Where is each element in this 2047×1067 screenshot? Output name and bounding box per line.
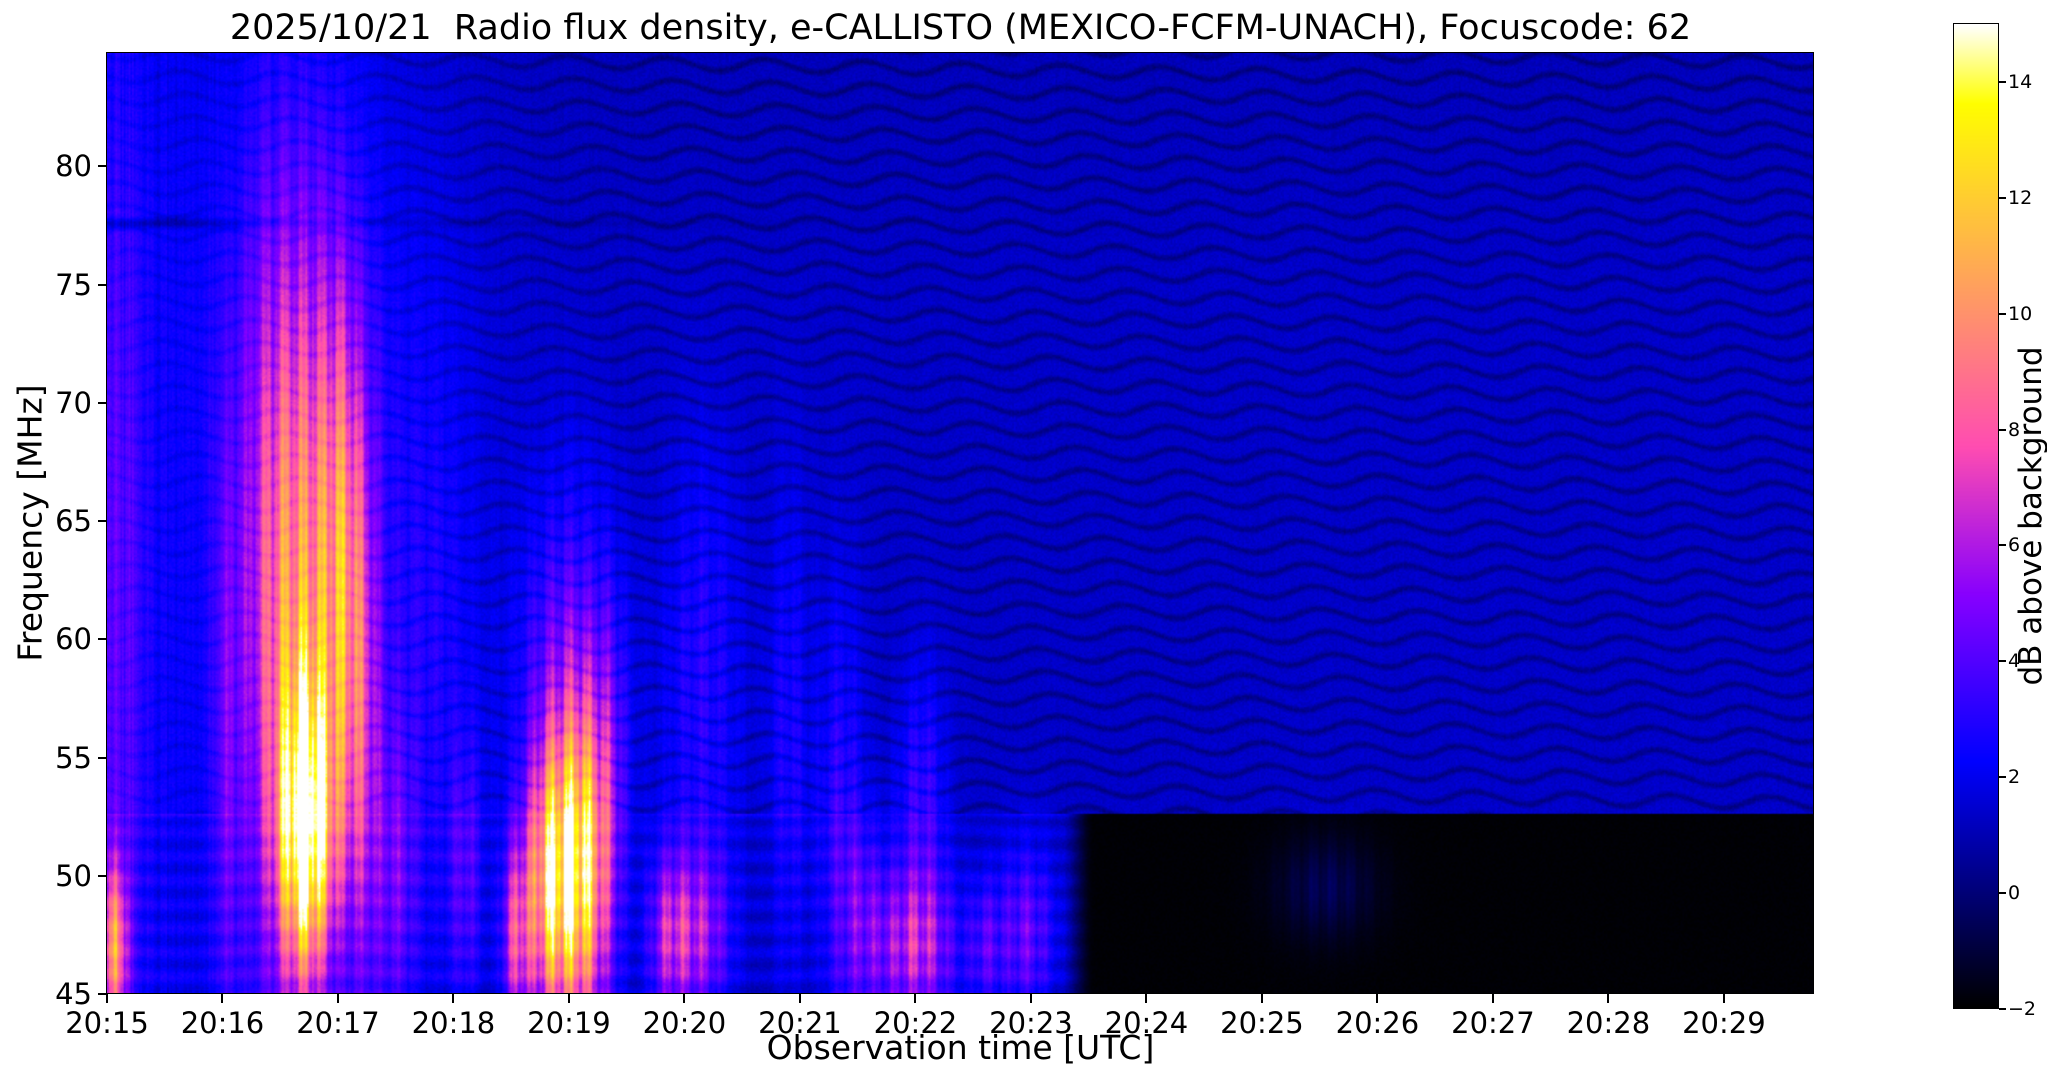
colorbar-tick-mark (1999, 196, 2006, 199)
colorbar-tick-mark (1999, 428, 2006, 431)
x-tick-label: 20:17 (296, 1006, 380, 1040)
x-tick-label: 20:24 (1104, 1006, 1189, 1040)
colorbar-gradient (1954, 24, 1999, 1009)
y-tick-mark (98, 401, 107, 404)
colorbar-tick-label: −2 (2008, 998, 2037, 1020)
colorbar-tick-mark (1999, 312, 2006, 315)
y-tick-label: 55 (55, 740, 92, 775)
colorbar-tick-label: 2 (2008, 766, 2021, 789)
x-tick-mark (683, 994, 686, 1003)
y-tick-mark (98, 874, 107, 877)
x-tick-label: 20:16 (180, 1006, 265, 1040)
x-tick-mark (1607, 994, 1610, 1003)
colorbar-tick-mark (1999, 660, 2006, 663)
x-axis-label: Observation time [UTC] (766, 1028, 1155, 1067)
x-tick-label: 20:29 (1682, 1006, 1766, 1040)
colorbar-tick-label: 4 (2008, 650, 2021, 673)
x-tick-label: 20:28 (1566, 1006, 1651, 1040)
x-tick-mark (1722, 994, 1725, 1003)
x-tick-label: 20:25 (1220, 1006, 1304, 1040)
colorbar-label: dB above background (2013, 346, 2047, 686)
x-tick-mark (798, 994, 801, 1003)
colorbar-tick-label: 6 (2008, 534, 2021, 557)
x-tick-mark (567, 994, 570, 1003)
x-tick-label: 20:27 (1451, 1006, 1535, 1040)
x-tick-mark (1029, 994, 1032, 1003)
colorbar-tick-label: 8 (2008, 418, 2021, 441)
colorbar-tick-mark (1999, 544, 2006, 547)
colorbar-tick-label: 12 (2008, 186, 2033, 209)
y-tick-label: 65 (55, 504, 92, 539)
colorbar-tick-label: 0 (2008, 882, 2021, 905)
y-tick-mark (98, 165, 107, 168)
y-tick-mark (98, 756, 107, 759)
x-tick-mark (1376, 994, 1379, 1003)
colorbar-tick-mark (1999, 80, 2006, 83)
colorbar-tick-mark (1999, 892, 2006, 895)
x-tick-mark (1260, 994, 1263, 1003)
x-tick-label: 20:21 (758, 1006, 842, 1040)
y-tick-label: 70 (55, 385, 92, 420)
y-tick-label: 60 (55, 622, 92, 657)
y-tick-mark (98, 283, 107, 286)
y-tick-mark (98, 520, 107, 523)
x-tick-label: 20:23 (989, 1006, 1073, 1040)
x-tick-mark (452, 994, 455, 1003)
colorbar-tick-mark (1999, 776, 2006, 779)
colorbar-tick-label: 10 (2008, 302, 2033, 325)
y-tick-mark (98, 993, 107, 995)
y-tick-label: 45 (55, 977, 92, 1011)
y-tick-label: 80 (55, 149, 92, 184)
chart-title: 2025/10/21 Radio flux density, e-CALLIST… (229, 8, 1692, 48)
x-tick-mark (336, 994, 339, 1003)
colorbar-tick-label: 14 (2008, 70, 2033, 93)
colorbar-tick-mark (1999, 1008, 2006, 1010)
spectrogram-heatmap (107, 53, 1814, 994)
y-tick-label: 75 (55, 267, 92, 302)
x-tick-label: 20:19 (527, 1006, 611, 1040)
x-tick-mark (1145, 994, 1148, 1003)
x-tick-label: 20:20 (642, 1006, 727, 1040)
x-tick-mark (914, 994, 917, 1003)
x-tick-label: 20:22 (873, 1006, 958, 1040)
x-tick-mark (221, 994, 224, 1003)
x-tick-mark (1491, 994, 1494, 1003)
y-tick-label: 50 (55, 858, 92, 893)
x-tick-label: 20:18 (411, 1006, 496, 1040)
y-tick-mark (98, 638, 107, 641)
x-tick-mark (106, 994, 108, 1003)
x-tick-label: 20:26 (1335, 1006, 1420, 1040)
x-tick-label: 20:15 (65, 1006, 149, 1040)
